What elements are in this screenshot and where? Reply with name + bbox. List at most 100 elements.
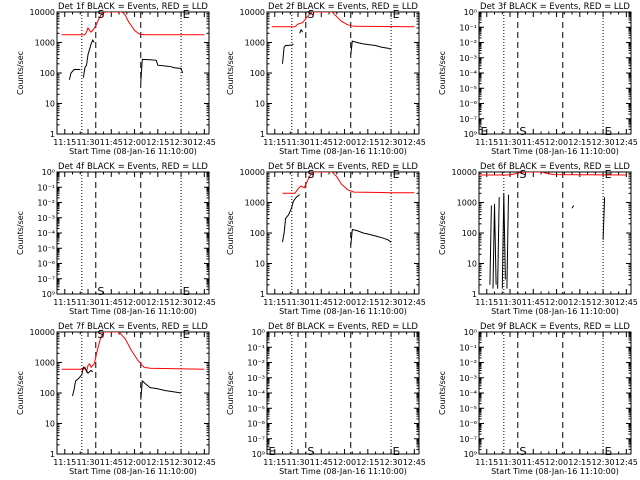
end-marker: E [183,328,190,341]
x-tick-label: 11:15 [53,138,76,147]
plot-frame [266,171,420,295]
chart-panel-3: Det 3f BLACK = Events, RED = LLD 10⁹ 10⁻⁷ 1… [438,2,638,156]
chart-panel-8: Det 8f BLACK = Events, RED = LLD 10⁹ 10⁻⁷ 1… [226,322,426,476]
start-marker: S [519,445,526,458]
plot-frame [266,11,420,135]
x-tick-label: 11:15 [475,138,498,147]
x-axis-title: Start Time (08-Jan-16 11:10:00) [491,147,619,156]
y-tick-label: 10⁻² [459,39,477,48]
x-tick-label: 12:45 [193,138,216,147]
y-tick-label: 10⁻⁶ [247,420,265,429]
x-tick-label: 12:45 [193,458,216,467]
y-tick-label: 10 [45,100,55,109]
start-marker: S [307,168,314,181]
events-series-line [602,197,606,240]
x-tick-label: 12:30 [592,458,615,467]
y-tick-label: 10⁹ [42,290,55,299]
start-marker: S [97,8,104,21]
chart-panel-6: Det 6f BLACK = Events, RED = LLD 1 10 100 10… [438,162,638,316]
x-axis-title: Start Time (08-Jan-16 11:10:00) [491,307,619,316]
x-tick-label: 11:45 [522,458,545,467]
plot-frame [56,171,210,295]
y-tick-label: 10000 [240,168,265,177]
x-tick-label: 11:30 [76,138,99,147]
y-axis-title: Counts/sec [226,211,235,255]
y-tick-label: 10⁻⁶ [37,260,55,269]
x-tick-label: 11:30 [498,458,521,467]
x-tick-label: 11:45 [100,458,123,467]
x-tick-label: 12:15 [356,458,379,467]
x-axis-title: Start Time (08-Jan-16 11:10:00) [279,307,407,316]
y-tick-label: 10 [255,100,265,109]
events-series-line [68,69,81,80]
y-tick-label: 10⁻⁵ [37,244,55,253]
x-tick-label: 12:45 [193,298,216,307]
x-tick-label: 11:15 [475,458,498,467]
x-tick-label: 11:30 [498,298,521,307]
chart-title: Det 5f BLACK = Events, RED = LLD [268,162,418,172]
start-marker: S [307,8,314,21]
y-tick-label: 10⁻⁵ [459,404,477,413]
y-tick-label: 10⁻² [459,359,477,368]
chart-title: Det 9f BLACK = Events, RED = LLD [480,322,630,332]
x-axis-title: Start Time (08-Jan-16 11:10:00) [69,307,197,316]
end-marker: E [183,285,190,298]
events-series-line [350,228,392,246]
events-series-line [282,194,300,243]
end-marker-left: E [269,445,276,458]
y-tick-label: 100 [250,69,265,78]
chart-panel-5: Det 5f BLACK = Events, RED = LLD 1 10 100 10… [226,162,426,316]
x-tick-label: 11:45 [522,138,545,147]
y-tick-label: 10000 [240,8,265,17]
y-tick-label: 1000 [35,39,55,48]
events-series-line [501,193,506,289]
x-axis-title: Start Time (08-Jan-16 11:10:00) [491,467,619,476]
x-tick-label: 11:15 [53,298,76,307]
y-tick-label: 1 [260,290,265,299]
x-tick-label: 12:15 [146,298,169,307]
y-tick-label: 10⁻³ [459,374,477,383]
y-tick-label: 100 [40,389,55,398]
x-axis-title: Start Time (08-Jan-16 11:10:00) [279,147,407,156]
events-series-line [571,205,575,209]
y-tick-label: 10⁻¹ [459,343,477,352]
events-series-line [282,43,294,64]
chart-panel-9: Det 9f BLACK = Events, RED = LLD 10⁹ 10⁻⁷ 1… [438,322,638,476]
y-tick-label: 1000 [245,199,265,208]
y-axis-title: Counts/sec [438,51,447,95]
chart-title: Det 3f BLACK = Events, RED = LLD [480,2,630,12]
lld-series-line [61,12,205,36]
x-tick-label: 12:00 [123,458,146,467]
x-tick-label: 11:45 [100,298,123,307]
events-series-line [506,194,509,289]
y-axis-title: Counts/sec [226,371,235,415]
x-tick-label: 11:45 [310,138,333,147]
plot-frame [266,331,420,455]
x-tick-label: 12:30 [170,298,193,307]
y-axis-title: Counts/sec [438,371,447,415]
y-tick-label: 1 [50,450,55,459]
y-tick-label: 10⁻³ [37,214,55,223]
x-tick-label: 12:00 [333,458,356,467]
y-tick-label: 1 [50,130,55,139]
y-tick-label: 10⁻⁷ [459,435,477,444]
y-tick-label: 100 [40,69,55,78]
events-series-line [72,366,94,397]
x-tick-label: 12:15 [356,298,379,307]
y-tick-label: 1 [472,290,477,299]
x-tick-label: 11:45 [100,138,123,147]
chart-title: Det 2f BLACK = Events, RED = LLD [268,2,418,12]
events-series-line [492,203,497,289]
chart-panel-4: Det 4f BLACK = Events, RED = LLD 10⁹ 10⁻⁷ 1… [16,162,216,316]
y-tick-label: 100 [250,229,265,238]
y-tick-label: 10⁻⁷ [247,435,265,444]
chart-title: Det 6f BLACK = Events, RED = LLD [480,162,630,172]
chart-title: Det 8f BLACK = Events, RED = LLD [268,322,418,332]
end-marker: E [393,168,400,181]
lld-series-line [271,12,415,28]
x-tick-label: 11:45 [310,298,333,307]
end-marker-left: E [481,125,488,138]
x-tick-label: 11:30 [76,458,99,467]
x-axis-title: Start Time (08-Jan-16 11:10:00) [69,467,197,476]
